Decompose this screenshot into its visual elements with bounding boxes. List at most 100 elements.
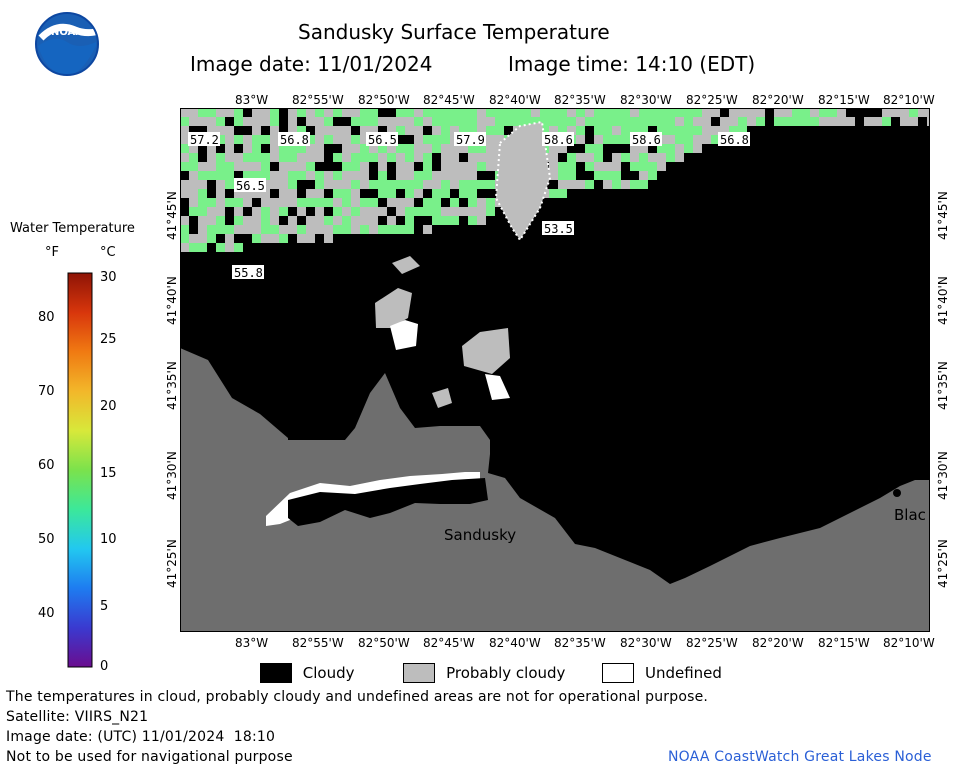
- data-cell: [333, 207, 342, 216]
- data-cell: [378, 117, 387, 126]
- data-cell: [378, 108, 387, 117]
- data-cell: [468, 153, 477, 162]
- data-cell: [612, 180, 621, 189]
- data-cell: [261, 144, 270, 153]
- data-cell: [576, 171, 585, 180]
- data-cell: [396, 180, 405, 189]
- data-cell: [450, 189, 459, 198]
- data-cell: [387, 144, 396, 153]
- data-cell: [594, 126, 603, 135]
- data-cell: [423, 225, 432, 234]
- data-cell: [270, 126, 279, 135]
- data-cell: [639, 162, 648, 171]
- temp-label: 56.5: [368, 133, 397, 147]
- data-cell: [207, 243, 216, 252]
- data-cell: [216, 171, 225, 180]
- lon-tick: 83°W: [235, 636, 269, 650]
- data-cell: [468, 180, 477, 189]
- data-cell: [855, 117, 864, 126]
- data-cell: [486, 117, 495, 126]
- data-cell: [288, 153, 297, 162]
- data-cell: [351, 198, 360, 207]
- data-cell: [378, 162, 387, 171]
- data-cell: [279, 216, 288, 225]
- data-cell: [756, 108, 765, 117]
- data-cell: [306, 126, 315, 135]
- data-cell: [288, 225, 297, 234]
- data-cell: [288, 180, 297, 189]
- lon-tick: 82°25'W: [686, 93, 738, 107]
- data-cell: [180, 135, 189, 144]
- data-cell: [486, 189, 495, 198]
- data-cell: [369, 207, 378, 216]
- data-cell: [450, 162, 459, 171]
- data-cell: [486, 207, 495, 216]
- data-cell: [432, 180, 441, 189]
- data-cell: [333, 126, 342, 135]
- data-cell: [288, 126, 297, 135]
- data-cell: [261, 171, 270, 180]
- land-area: [180, 348, 930, 632]
- data-cell: [234, 216, 243, 225]
- data-cell: [594, 180, 603, 189]
- data-cell: [450, 126, 459, 135]
- data-cell: [684, 126, 693, 135]
- temp-label-bg: [366, 132, 398, 146]
- data-cell: [405, 144, 414, 153]
- data-cell: [270, 234, 279, 243]
- data-cell: [612, 126, 621, 135]
- data-cell: [297, 162, 306, 171]
- data-cell: [504, 117, 513, 126]
- data-cell: [189, 243, 198, 252]
- temp-label: 56.8: [720, 133, 749, 147]
- data-cell: [711, 108, 720, 117]
- data-cell: [441, 117, 450, 126]
- data-cell: [234, 171, 243, 180]
- data-cell: [216, 180, 225, 189]
- data-cell: [585, 144, 594, 153]
- data-cell: [297, 117, 306, 126]
- data-cell: [567, 171, 576, 180]
- data-cell: [288, 117, 297, 126]
- data-cell: [567, 126, 576, 135]
- data-cell: [306, 198, 315, 207]
- data-cell: [567, 108, 576, 117]
- data-cell: [882, 117, 891, 126]
- data-cell: [342, 144, 351, 153]
- data-cell: [675, 117, 684, 126]
- data-cell: [333, 189, 342, 198]
- data-cell: [279, 117, 288, 126]
- data-cell: [477, 144, 486, 153]
- data-cell: [630, 117, 639, 126]
- data-cell: [666, 126, 675, 135]
- lat-tick: 41°25'N: [165, 539, 179, 588]
- data-cell: [432, 144, 441, 153]
- data-cell: [477, 189, 486, 198]
- lat-tick: 41°30'N: [165, 451, 179, 500]
- lat-tick: 41°45'N: [936, 191, 950, 240]
- data-cell: [378, 153, 387, 162]
- data-cell: [558, 117, 567, 126]
- data-cell: [180, 234, 189, 243]
- data-cell: [486, 126, 495, 135]
- data-cell: [216, 135, 225, 144]
- data-cell: [198, 225, 207, 234]
- data-cell: [306, 108, 315, 117]
- logo-text: NOAA: [51, 27, 83, 38]
- data-cell: [261, 117, 270, 126]
- data-cell: [639, 171, 648, 180]
- data-cell: [351, 135, 360, 144]
- data-cell: [234, 243, 243, 252]
- data-cell: [450, 216, 459, 225]
- data-cell: [693, 126, 702, 135]
- data-cell: [189, 207, 198, 216]
- data-cell: [243, 153, 252, 162]
- page-title: Sandusky Surface Temperature: [298, 20, 610, 44]
- data-cell: [369, 189, 378, 198]
- data-cell: [387, 126, 396, 135]
- data-cell: [423, 189, 432, 198]
- data-cell: [558, 153, 567, 162]
- data-cell: [333, 225, 342, 234]
- lon-tick: 82°50'W: [358, 93, 410, 107]
- data-cell: [450, 198, 459, 207]
